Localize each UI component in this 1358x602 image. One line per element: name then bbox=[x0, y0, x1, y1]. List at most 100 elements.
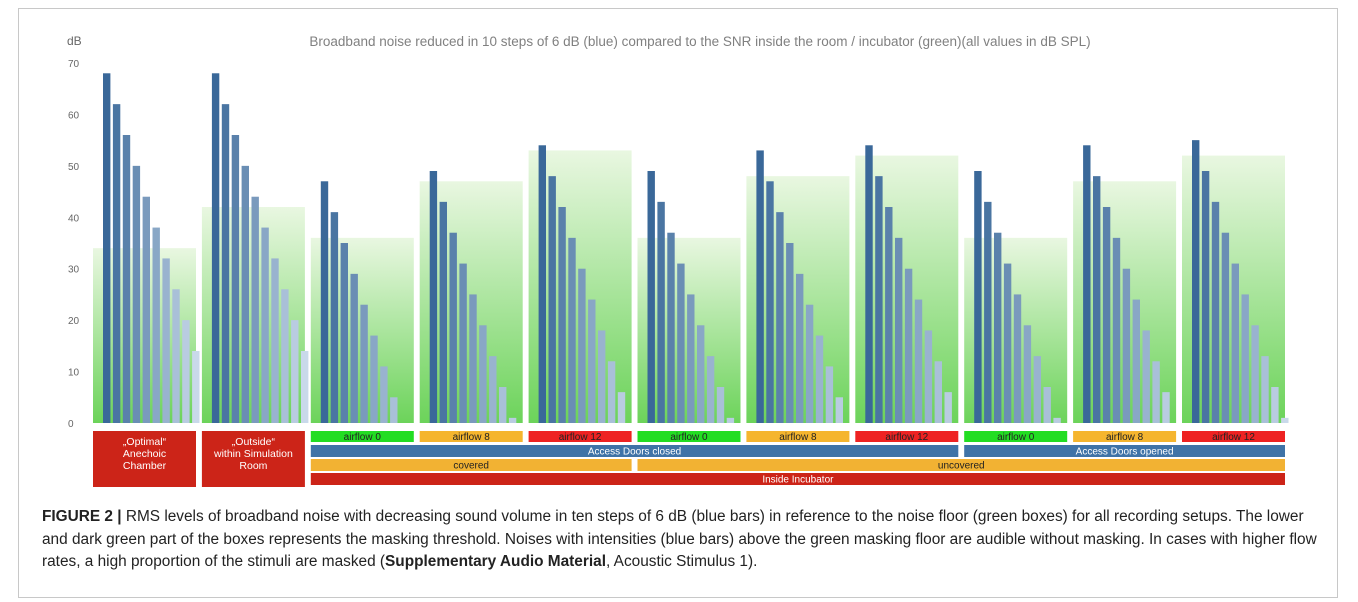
row1-label: airflow 12 bbox=[559, 432, 602, 443]
blue-bar bbox=[330, 212, 339, 423]
row1-box bbox=[1073, 431, 1177, 442]
blue-bar bbox=[904, 268, 913, 423]
blue-bar bbox=[1221, 232, 1230, 423]
blue-bar bbox=[1003, 263, 1012, 423]
blue-bar bbox=[301, 351, 309, 423]
blue-bar bbox=[251, 196, 259, 423]
group-0 bbox=[93, 73, 200, 424]
group-5 bbox=[637, 171, 741, 423]
blue-bar bbox=[1013, 294, 1022, 423]
group-1 bbox=[201, 73, 309, 424]
blue-bar bbox=[1211, 201, 1220, 423]
blue-bar bbox=[805, 304, 814, 423]
y-tick-label-5: 50 bbox=[68, 162, 80, 173]
blue-bar bbox=[726, 417, 735, 423]
row1-label: airflow 0 bbox=[344, 432, 382, 443]
group-6 bbox=[746, 150, 850, 423]
blue-bar bbox=[192, 351, 200, 423]
blue-bar bbox=[479, 325, 487, 423]
y-tick-label-4: 40 bbox=[68, 213, 80, 224]
blue-bar bbox=[607, 361, 616, 423]
blue-bar bbox=[558, 207, 566, 423]
caption-text-2: , Acoustic Stimulus 1). bbox=[605, 553, 758, 570]
blue-bar bbox=[1102, 207, 1111, 423]
blue-bar bbox=[281, 289, 289, 423]
group-8 bbox=[964, 171, 1068, 423]
row4-span-box bbox=[310, 473, 1285, 485]
blue-bar bbox=[1162, 392, 1170, 423]
blue-bar bbox=[924, 330, 933, 423]
row1-label: airflow 12 bbox=[885, 432, 928, 443]
caption-bold-link[interactable]: Supplementary Audio Material bbox=[385, 553, 606, 570]
row1-cell-3: airflow 8 bbox=[419, 431, 523, 443]
row1-box bbox=[1182, 431, 1285, 442]
row3-span-1: uncovered bbox=[637, 459, 1285, 472]
row1-cell-10: airflow 12 bbox=[1182, 431, 1285, 443]
row1-box bbox=[746, 431, 850, 442]
blue-bar bbox=[1142, 330, 1150, 423]
blue-bar bbox=[687, 294, 695, 423]
row1-box bbox=[637, 431, 741, 442]
blue-bar bbox=[706, 356, 715, 423]
blue-bar bbox=[370, 335, 378, 423]
row3-span-box bbox=[310, 459, 632, 471]
blue-bar bbox=[380, 366, 388, 423]
row1-cell-7: airflow 12 bbox=[855, 431, 959, 443]
blue-bar bbox=[1083, 145, 1091, 424]
row1-label: Anechoic bbox=[123, 448, 166, 460]
blue-bar bbox=[122, 135, 131, 423]
row1-label: Room bbox=[239, 460, 267, 472]
row1-label: airflow 0 bbox=[997, 432, 1035, 443]
blue-bar bbox=[271, 258, 279, 423]
blue-bar bbox=[657, 201, 665, 423]
y-tick-label-2: 20 bbox=[68, 316, 80, 327]
figure-frame bbox=[18, 8, 1338, 598]
row1-label: Chamber bbox=[123, 460, 167, 472]
y-tick-label-6: 60 bbox=[68, 110, 80, 121]
row3-span-box bbox=[637, 459, 1285, 471]
blue-bar bbox=[469, 294, 477, 423]
row2-span-label: Access Doors opened bbox=[1076, 447, 1174, 458]
blue-bar bbox=[538, 145, 546, 424]
blue-bar bbox=[1152, 361, 1160, 423]
row2-span-box bbox=[964, 445, 1285, 457]
blue-bar bbox=[914, 299, 923, 423]
blue-bar bbox=[1261, 356, 1269, 423]
blue-bar bbox=[1231, 263, 1239, 423]
blue-bar bbox=[132, 165, 141, 423]
row1-box bbox=[419, 431, 523, 442]
row1-label: airflow 12 bbox=[1212, 432, 1255, 443]
blue-bar bbox=[548, 176, 556, 423]
blue-bar bbox=[766, 181, 774, 423]
blue-bar bbox=[1281, 417, 1289, 423]
y-tick-label-0: 0 bbox=[68, 419, 74, 430]
blue-bar bbox=[1112, 237, 1121, 423]
blue-bar bbox=[796, 273, 804, 423]
blue-bar bbox=[994, 232, 1002, 423]
row1-box bbox=[201, 431, 305, 487]
blue-bar bbox=[1241, 294, 1249, 423]
group-4 bbox=[528, 145, 632, 424]
y-axis-label: dB bbox=[67, 34, 82, 48]
row1-label: „Outside“ bbox=[232, 436, 276, 448]
group-9 bbox=[1073, 145, 1177, 424]
blue-bar bbox=[241, 165, 249, 423]
blue-bar bbox=[895, 237, 903, 423]
group-10 bbox=[1182, 140, 1289, 424]
blue-bar bbox=[489, 356, 497, 423]
blue-bar bbox=[231, 135, 240, 423]
row1-box bbox=[855, 431, 959, 442]
row1-cell-2: airflow 0 bbox=[310, 431, 414, 443]
blue-bar bbox=[350, 273, 358, 423]
row1-box bbox=[310, 431, 414, 442]
blue-bar bbox=[1201, 171, 1210, 423]
blue-bar bbox=[716, 387, 725, 423]
y-axis-ticks: 0 10 20 30 40 50 60 70 bbox=[68, 59, 80, 430]
blue-bar bbox=[1053, 417, 1061, 423]
blue-bar bbox=[390, 397, 398, 423]
blue-bar bbox=[984, 201, 992, 423]
row2-span-box bbox=[310, 445, 959, 457]
row3-span-0: covered bbox=[310, 459, 632, 472]
blue-bar bbox=[598, 330, 606, 423]
